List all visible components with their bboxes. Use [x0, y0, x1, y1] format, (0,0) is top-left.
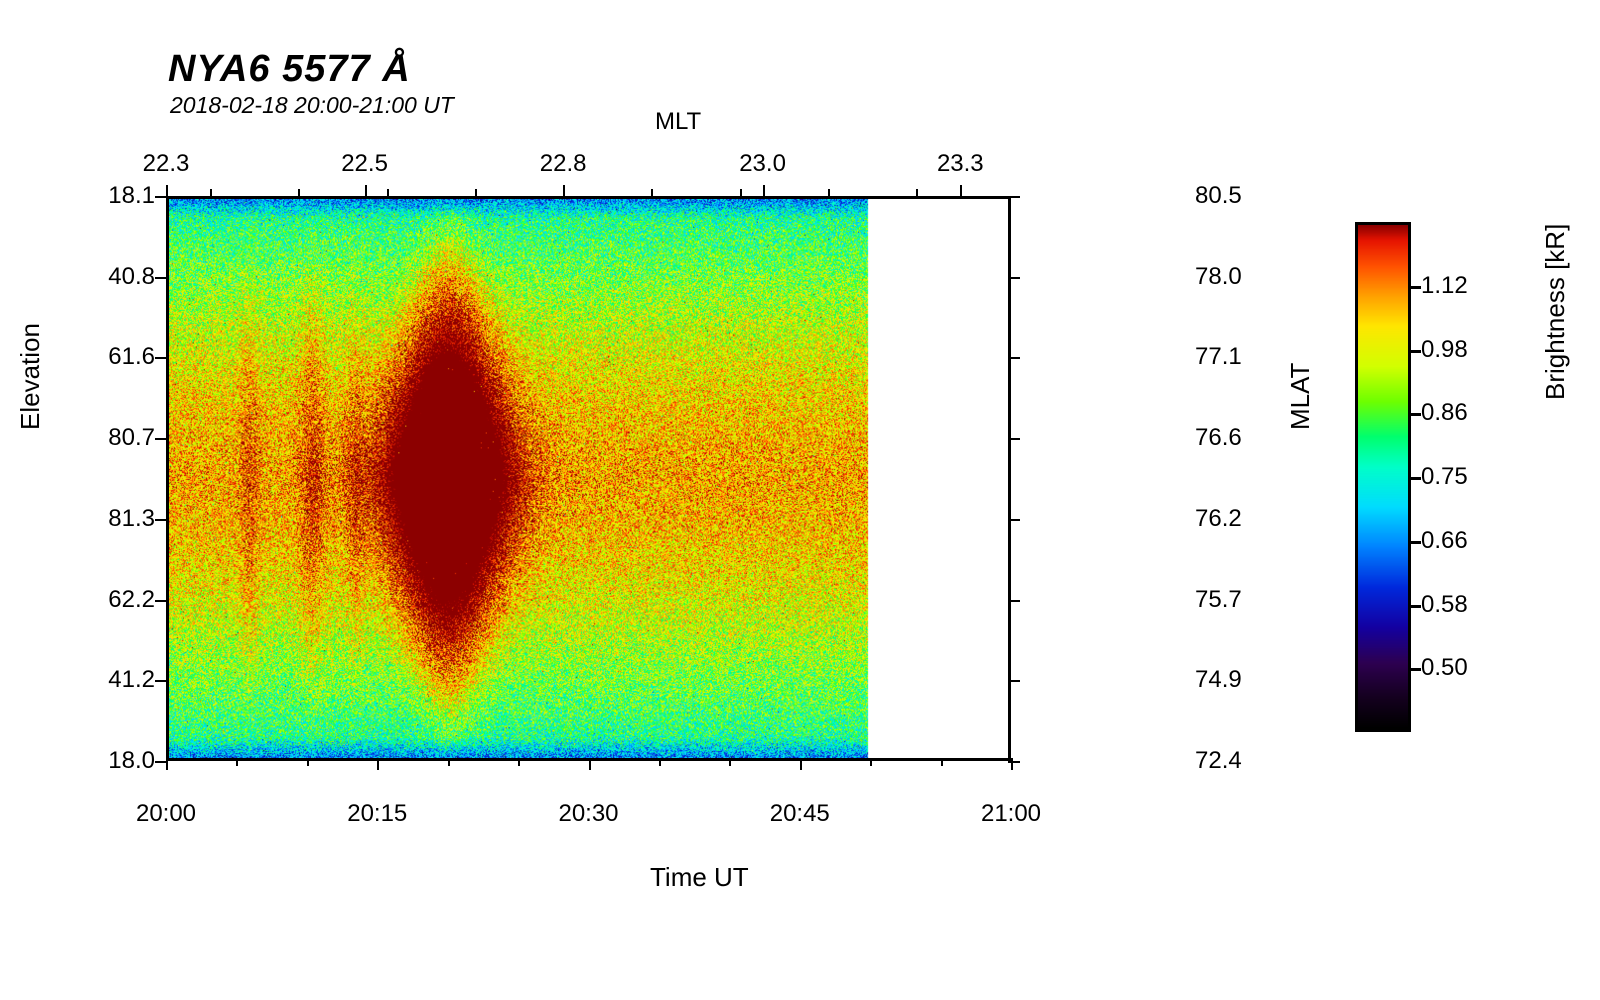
elevation-tick-label-4: 81.3	[60, 505, 155, 533]
mlat-tick-label-7: 72.4	[1195, 747, 1242, 775]
mlat-tick-mark-7	[1008, 761, 1020, 763]
mlat-tick-label-2: 77.1	[1195, 343, 1242, 371]
left-axis-label: Elevation	[15, 323, 46, 430]
colorbar-tick-label-5: 0.58	[1421, 591, 1468, 619]
elevation-tick-mark-7	[155, 761, 167, 763]
mlt-tick-label-3: 23.0	[739, 150, 786, 178]
elevation-tick-label-7: 18.0	[60, 747, 155, 775]
keogram-canvas[interactable]	[169, 199, 1008, 758]
mlat-tick-label-4: 76.2	[1195, 505, 1242, 533]
time-tick-mark-4	[1011, 758, 1013, 770]
colorbar-canvas[interactable]	[1355, 222, 1411, 732]
mlat-tick-label-3: 76.6	[1195, 424, 1242, 452]
bottom-axis-label: Time UT	[650, 862, 749, 893]
colorbar-tick-line-0	[1411, 286, 1421, 289]
mlt-tick-label-1: 22.5	[341, 150, 388, 178]
elevation-tick-label-6: 41.2	[60, 666, 155, 694]
colorbar-tick-line-6	[1411, 668, 1421, 671]
colorbar-axis-label: Brightness [kR]	[1540, 224, 1571, 400]
colorbar-tick-label-4: 0.66	[1421, 527, 1468, 555]
elevation-tick-label-0: 18.1	[60, 182, 155, 210]
colorbar-tick-label-1: 0.98	[1421, 336, 1468, 364]
colorbar-tick-line-2	[1411, 413, 1421, 416]
colorbar-tick-label-0: 1.12	[1421, 272, 1468, 300]
elevation-tick-label-2: 61.6	[60, 343, 155, 371]
colorbar-tick-label-2: 0.86	[1421, 399, 1468, 427]
colorbar-tick-line-1	[1411, 350, 1421, 353]
mlt-tick-label-2: 22.8	[540, 150, 587, 178]
colorbar-tick-label-6: 0.50	[1421, 654, 1468, 682]
keogram-window: NYA6 5577 Å 2018-02-18 20:00-21:00 UT ML…	[0, 0, 1600, 1000]
top-axis-label: MLT	[655, 108, 701, 136]
time-tick-label-3: 20:45	[770, 800, 830, 828]
colorbar-tick-line-4	[1411, 541, 1421, 544]
colorbar-tick-line-5	[1411, 605, 1421, 608]
mlat-tick-label-1: 78.0	[1195, 263, 1242, 291]
chart-subtitle: 2018-02-18 20:00-21:00 UT	[170, 92, 454, 119]
colorbar-tick-line-3	[1411, 477, 1421, 480]
mlat-tick-label-5: 75.7	[1195, 586, 1242, 614]
colorbar-tick-label-3: 0.75	[1421, 463, 1468, 491]
right-axis-label: MLAT	[1285, 363, 1316, 430]
keogram-plot-area[interactable]	[166, 196, 1011, 761]
elevation-tick-label-5: 62.2	[60, 586, 155, 614]
mlt-tick-label-0: 22.3	[143, 150, 190, 178]
mlat-tick-label-6: 74.9	[1195, 666, 1242, 694]
time-tick-label-2: 20:30	[558, 800, 618, 828]
elevation-tick-label-1: 40.8	[60, 263, 155, 291]
mlt-tick-label-4: 23.3	[937, 150, 984, 178]
elevation-tick-label-3: 80.7	[60, 424, 155, 452]
time-tick-label-0: 20:00	[136, 800, 196, 828]
mlat-tick-label-0: 80.5	[1195, 182, 1242, 210]
time-tick-label-1: 20:15	[347, 800, 407, 828]
chart-title: NYA6 5577 Å	[168, 48, 411, 91]
colorbar-group[interactable]: 1.12 0.98 0.86 0.75 0.66 0.58 0.50	[1355, 222, 1411, 732]
time-tick-label-4: 21:00	[981, 800, 1041, 828]
